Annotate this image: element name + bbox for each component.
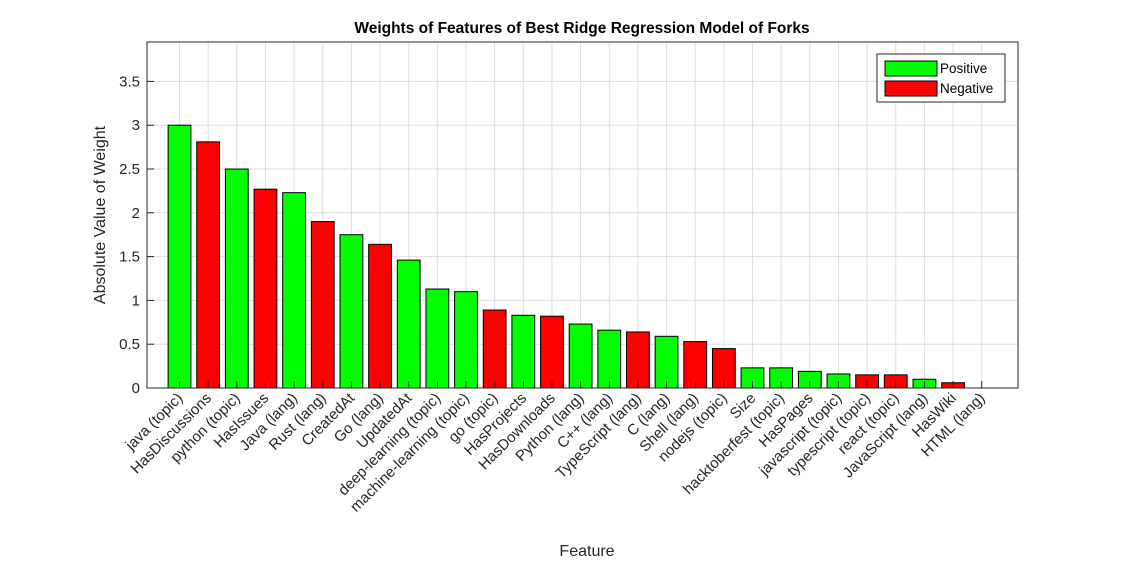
bar bbox=[196, 141, 221, 389]
bar bbox=[425, 288, 450, 389]
legend-label: Positive bbox=[940, 61, 987, 76]
y-tick-label: 0.5 bbox=[119, 336, 140, 353]
y-tick-label: 0 bbox=[132, 380, 140, 397]
bar bbox=[167, 124, 192, 389]
y-axis-label: Absolute Value of Weight bbox=[92, 125, 109, 304]
bar bbox=[339, 234, 364, 389]
chart-title: Weights of Features of Best Ridge Regres… bbox=[354, 20, 809, 37]
bar bbox=[368, 243, 392, 389]
bar bbox=[511, 314, 536, 389]
y-tick-label: 2.5 bbox=[119, 161, 140, 178]
bar bbox=[253, 188, 278, 389]
plot-frame bbox=[146, 41, 1019, 389]
bar bbox=[626, 331, 650, 389]
bar bbox=[310, 221, 335, 389]
bar bbox=[482, 309, 507, 389]
y-tick-label: 1.5 bbox=[119, 249, 140, 266]
bars bbox=[167, 124, 965, 389]
y-tick-label: 1 bbox=[132, 292, 140, 309]
legend-swatch bbox=[884, 80, 938, 97]
y-tick-label: 3 bbox=[132, 117, 140, 134]
bar bbox=[654, 335, 679, 389]
legend-label: Negative bbox=[940, 81, 993, 96]
bar bbox=[224, 168, 249, 389]
y-tick-label: 3.5 bbox=[119, 73, 140, 90]
bar bbox=[568, 323, 593, 389]
bar bbox=[597, 329, 622, 389]
x-axis-label: Feature bbox=[559, 543, 614, 560]
bar bbox=[396, 259, 421, 389]
bar bbox=[282, 192, 307, 389]
y-tick-label: 2 bbox=[132, 205, 140, 222]
legend-swatch bbox=[884, 60, 938, 77]
y-axis-ticks: 0 0.5 1 1.5 2 2.5 3 3.5 bbox=[119, 73, 154, 397]
bar bbox=[540, 315, 564, 389]
bar bbox=[454, 291, 478, 389]
legend: Positive Negative bbox=[876, 53, 1006, 103]
